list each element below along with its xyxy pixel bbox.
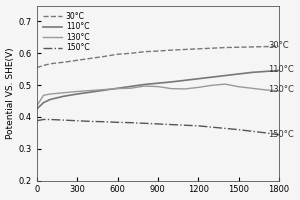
30°C bbox=[42, 64, 45, 67]
110°C bbox=[142, 83, 146, 86]
30°C bbox=[264, 45, 267, 48]
Text: 130°C: 130°C bbox=[268, 85, 294, 94]
150°C bbox=[183, 124, 187, 126]
Line: 30°C: 30°C bbox=[37, 46, 279, 68]
130°C bbox=[35, 105, 39, 107]
150°C bbox=[223, 127, 227, 130]
150°C bbox=[156, 123, 160, 125]
30°C bbox=[210, 47, 214, 49]
130°C bbox=[129, 87, 133, 89]
30°C bbox=[183, 48, 187, 51]
110°C bbox=[196, 78, 200, 80]
150°C bbox=[210, 126, 214, 128]
150°C bbox=[49, 118, 52, 121]
130°C bbox=[116, 87, 119, 90]
130°C bbox=[237, 86, 240, 88]
30°C bbox=[142, 50, 146, 53]
130°C bbox=[250, 87, 254, 89]
150°C bbox=[264, 132, 267, 134]
30°C bbox=[102, 55, 106, 58]
110°C bbox=[237, 73, 240, 75]
Line: 150°C: 150°C bbox=[37, 119, 279, 135]
130°C bbox=[210, 84, 214, 87]
110°C bbox=[183, 79, 187, 82]
30°C bbox=[237, 46, 240, 48]
130°C bbox=[62, 92, 65, 94]
110°C bbox=[223, 74, 227, 77]
150°C bbox=[237, 128, 240, 131]
110°C bbox=[210, 76, 214, 78]
110°C bbox=[156, 82, 160, 84]
150°C bbox=[169, 123, 173, 126]
110°C bbox=[169, 81, 173, 83]
130°C bbox=[277, 90, 281, 92]
110°C bbox=[35, 108, 39, 110]
130°C bbox=[196, 86, 200, 89]
130°C bbox=[102, 88, 106, 91]
150°C bbox=[35, 120, 39, 122]
30°C bbox=[277, 45, 281, 47]
30°C bbox=[250, 46, 254, 48]
130°C bbox=[142, 85, 146, 87]
110°C bbox=[62, 95, 65, 97]
130°C bbox=[89, 89, 92, 92]
110°C bbox=[129, 85, 133, 88]
30°C bbox=[75, 59, 79, 61]
30°C bbox=[89, 57, 92, 60]
30°C bbox=[196, 48, 200, 50]
30°C bbox=[223, 46, 227, 49]
150°C bbox=[129, 121, 133, 124]
110°C bbox=[102, 89, 106, 91]
Line: 130°C: 130°C bbox=[37, 84, 279, 106]
150°C bbox=[196, 125, 200, 127]
150°C bbox=[75, 120, 79, 122]
Line: 110°C: 110°C bbox=[37, 70, 279, 109]
Y-axis label: Potential VS. SHE(V): Potential VS. SHE(V) bbox=[6, 47, 15, 139]
110°C bbox=[89, 91, 92, 93]
110°C bbox=[250, 71, 254, 74]
Text: 110°C: 110°C bbox=[268, 65, 294, 74]
30°C bbox=[156, 50, 160, 52]
110°C bbox=[75, 93, 79, 95]
150°C bbox=[62, 119, 65, 121]
130°C bbox=[169, 87, 173, 90]
30°C bbox=[129, 52, 133, 54]
130°C bbox=[183, 88, 187, 90]
110°C bbox=[264, 70, 267, 73]
30°C bbox=[62, 61, 65, 63]
130°C bbox=[264, 89, 267, 91]
130°C bbox=[75, 90, 79, 93]
150°C bbox=[102, 121, 106, 123]
130°C bbox=[156, 85, 160, 88]
150°C bbox=[277, 134, 281, 136]
Text: 30°C: 30°C bbox=[268, 41, 289, 50]
130°C bbox=[223, 83, 227, 85]
150°C bbox=[250, 130, 254, 132]
130°C bbox=[49, 93, 52, 95]
150°C bbox=[42, 118, 45, 121]
110°C bbox=[42, 101, 45, 104]
Text: 150°C: 150°C bbox=[268, 130, 294, 139]
110°C bbox=[49, 98, 52, 101]
Legend: 30°C, 110°C, 130°C, 150°C: 30°C, 110°C, 130°C, 150°C bbox=[41, 9, 92, 55]
30°C bbox=[169, 49, 173, 51]
30°C bbox=[116, 53, 119, 55]
110°C bbox=[277, 69, 281, 72]
30°C bbox=[49, 63, 52, 65]
150°C bbox=[142, 122, 146, 125]
30°C bbox=[35, 66, 39, 69]
110°C bbox=[116, 87, 119, 89]
150°C bbox=[89, 120, 92, 123]
150°C bbox=[116, 121, 119, 124]
130°C bbox=[42, 94, 45, 96]
